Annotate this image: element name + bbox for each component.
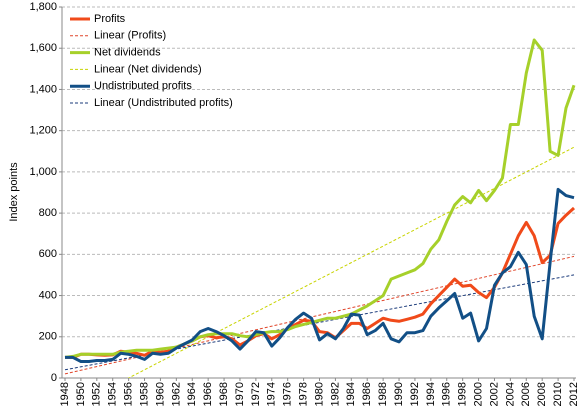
series-line	[65, 206, 576, 359]
x-tick-label: 1990	[393, 382, 405, 406]
x-tick-label: 2004	[504, 382, 516, 406]
x-tick-label: 2008	[536, 382, 548, 406]
x-tick-label: 1962	[170, 382, 182, 406]
y-tick-label: 800	[39, 207, 57, 219]
y-tick-label: 1,600	[29, 42, 57, 54]
x-tick-label: 1956	[123, 382, 135, 406]
x-tick-label: 1982	[329, 382, 341, 406]
x-tick-label: 1972	[250, 382, 262, 406]
x-tick-label: 1958	[138, 382, 150, 406]
x-tick-label: 1950	[75, 382, 87, 406]
x-tick-label: 1974	[266, 382, 278, 406]
y-tick-label: 600	[39, 248, 57, 260]
x-tick-label: 2010	[552, 382, 564, 406]
x-tick-label: 1976	[282, 382, 294, 406]
x-tick-label: 1996	[441, 382, 453, 406]
plot-area	[64, 38, 576, 378]
x-tick-label: 1988	[377, 382, 389, 406]
y-tick-label: 0	[51, 372, 57, 384]
x-tick-label: 1998	[457, 382, 469, 406]
x-tick-label: 1980	[313, 382, 325, 406]
x-tick-label: 2012	[568, 382, 580, 406]
x-tick-label: 1970	[234, 382, 246, 406]
y-axis-label: Index points	[8, 162, 20, 222]
trend-line	[64, 255, 575, 375]
y-tick-label: 1,400	[29, 83, 57, 95]
x-tick-label: 1966	[202, 382, 214, 406]
legend-label: Linear (Undistributed profits)	[94, 97, 233, 109]
series-line	[65, 187, 575, 363]
trend-line	[127, 146, 575, 378]
x-tick-label: 1948	[59, 382, 71, 406]
x-tick-label: 2006	[520, 382, 532, 406]
legend-label: Linear (Net dividends)	[94, 63, 202, 75]
legend-label: Net dividends	[94, 47, 161, 59]
x-tick-label: 1954	[107, 382, 119, 406]
y-tick-label: 200	[39, 331, 57, 343]
y-tick-label: 1,800	[29, 1, 57, 13]
x-tick-label: 1952	[91, 382, 103, 406]
legend-label: Undistributed profits	[94, 80, 192, 92]
legend-label: Linear (Profits)	[94, 30, 166, 42]
x-tick-label: 1994	[425, 382, 437, 406]
x-tick-label: 1984	[345, 382, 357, 406]
x-tick-label: 1960	[154, 382, 166, 406]
legend-label: Profits	[94, 13, 126, 25]
x-tick-label: 2002	[488, 382, 500, 406]
x-tick-label: 1964	[186, 382, 198, 406]
y-tick-label: 1,200	[29, 125, 57, 137]
y-tick-label: 400	[39, 289, 57, 301]
x-tick-label: 2000	[472, 382, 484, 406]
x-tick-label: 1986	[361, 382, 373, 406]
x-tick-label: 1968	[218, 382, 230, 406]
x-tick-label: 1992	[409, 382, 421, 406]
y-tick-label: 1,000	[29, 166, 57, 178]
series-line	[64, 38, 576, 359]
x-tick-label: 1978	[298, 382, 310, 406]
